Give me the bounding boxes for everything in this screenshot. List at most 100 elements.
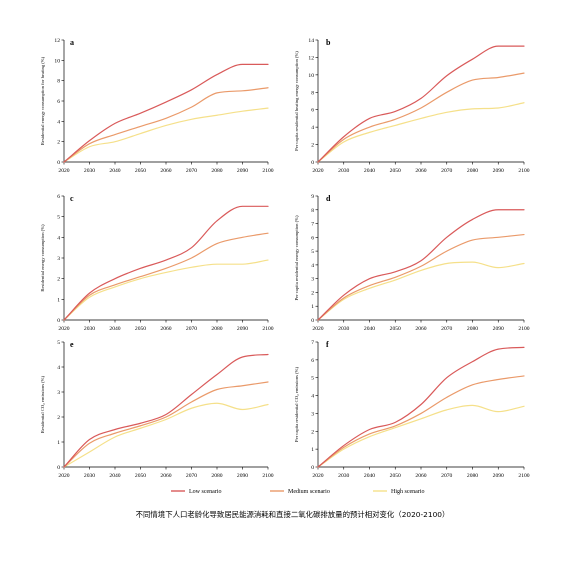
series-line-a-high: [63, 107, 269, 163]
x-tick-label-a: 2090: [237, 168, 248, 174]
y-tick-label-b: 4: [311, 125, 314, 131]
x-tick-label-c: 2050: [135, 326, 146, 332]
x-tick-label-d: 2100: [518, 326, 529, 332]
series-line-e-high: [63, 402, 269, 468]
y-tick-label-e: 2: [57, 415, 60, 421]
x-tick-label-e: 2030: [84, 473, 95, 479]
x-tick-label-f: 2020: [312, 473, 323, 479]
y-tick-label-d: 5: [311, 249, 314, 255]
x-tick-label-a: 2050: [135, 168, 146, 174]
x-tick-label-d: 2090: [493, 326, 504, 332]
x-tick-label-b: 2060: [415, 168, 426, 174]
y-tick-label-f: 1: [311, 447, 314, 453]
x-tick-label-e: 2080: [211, 473, 222, 479]
series-line-f-low: [317, 346, 525, 468]
x-tick-label-b: 2020: [312, 168, 323, 174]
x-tick-label-c: 2080: [211, 326, 222, 332]
x-tick-label-e: 2040: [109, 473, 120, 479]
x-tick-label-b: 2080: [467, 168, 478, 174]
x-tick-label-d: 2060: [415, 326, 426, 332]
series-line-e-low: [63, 353, 269, 468]
x-tick-label-f: 2090: [493, 473, 504, 479]
y-tick-label-d: 1: [311, 304, 314, 310]
y-tick-label-d: 7: [311, 222, 314, 228]
x-tick-label-f: 2060: [415, 473, 426, 479]
y-tick-label-e: 1: [57, 440, 60, 446]
x-tick-label-e: 2060: [160, 473, 171, 479]
y-tick-label-b: 2: [311, 143, 314, 149]
y-tick-label-d: 3: [311, 277, 314, 283]
series-line-d-low: [317, 209, 525, 321]
series-line-b-low: [317, 45, 525, 163]
x-tick-label-c: 2030: [84, 326, 95, 332]
x-tick-label-e: 2050: [135, 473, 146, 479]
y-tick-label-c: 0: [57, 318, 60, 324]
x-tick-label-b: 2030: [338, 168, 349, 174]
x-tick-label-c: 2090: [237, 326, 248, 332]
y-tick-label-d: 2: [311, 290, 314, 296]
x-tick-label-f: 2080: [467, 473, 478, 479]
y-tick-label-b: 14: [308, 38, 314, 44]
y-tick-label-d: 6: [311, 235, 314, 241]
x-tick-label-c: 2100: [262, 326, 273, 332]
series-line-a-medium: [63, 87, 269, 163]
y-tick-label-c: 2: [57, 277, 60, 283]
x-tick-label-f: 2050: [390, 473, 401, 479]
legend-label-medium: Medium scenario: [288, 489, 330, 495]
y-tick-label-a: 8: [57, 79, 60, 85]
y-axis-title-f: Per capita residential CO₂ emissions (%): [294, 367, 299, 442]
x-tick-label-a: 2070: [186, 168, 197, 174]
panel-letter-b: b: [326, 38, 331, 47]
x-tick-label-f: 2030: [338, 473, 349, 479]
y-axis-title-b: Per capita residential heating energy co…: [294, 51, 299, 151]
y-axis-title-a: Residential energy consumption for heati…: [40, 56, 45, 145]
y-tick-label-d: 8: [311, 208, 314, 214]
y-tick-label-b: 10: [308, 73, 314, 79]
y-tick-label-a: 0: [57, 160, 60, 166]
x-tick-label-c: 2070: [186, 326, 197, 332]
series-line-d-medium: [317, 233, 525, 321]
x-tick-label-e: 2070: [186, 473, 197, 479]
panel-letter-f: f: [326, 340, 329, 349]
x-tick-label-c: 2040: [109, 326, 120, 332]
x-tick-label-b: 2050: [390, 168, 401, 174]
x-tick-label-a: 2080: [211, 168, 222, 174]
y-tick-label-a: 10: [54, 58, 60, 64]
series-line-b-medium: [317, 72, 525, 163]
y-tick-label-c: 4: [57, 235, 60, 241]
y-tick-label-e: 5: [57, 340, 60, 346]
y-tick-label-e: 3: [57, 390, 60, 396]
x-tick-label-b: 2090: [493, 168, 504, 174]
x-tick-label-d: 2020: [312, 326, 323, 332]
y-tick-label-b: 6: [311, 108, 314, 114]
series-line-c-medium: [63, 232, 269, 321]
y-tick-label-a: 6: [57, 99, 60, 105]
x-tick-label-a: 2060: [160, 168, 171, 174]
y-tick-label-f: 6: [311, 358, 314, 364]
x-tick-label-f: 2100: [518, 473, 529, 479]
y-tick-label-f: 7: [311, 340, 314, 346]
legend-label-low: Low scenario: [189, 489, 222, 495]
series-line-a-low: [63, 63, 269, 163]
x-tick-label-d: 2080: [467, 326, 478, 332]
y-tick-label-b: 8: [311, 90, 314, 96]
panel-letter-d: d: [326, 194, 331, 203]
y-tick-label-e: 4: [57, 365, 60, 371]
x-tick-label-f: 2040: [364, 473, 375, 479]
x-tick-label-b: 2040: [364, 168, 375, 174]
x-tick-label-e: 2100: [262, 473, 273, 479]
x-tick-label-d: 2070: [441, 326, 452, 332]
y-tick-label-d: 0: [311, 318, 314, 324]
y-tick-label-e: 0: [57, 465, 60, 471]
series-line-d-high: [317, 261, 525, 321]
figure-caption: 不同情境下人口老龄化导致居民能源消耗和直接二氧化碳排放量的预计相对变化（2020…: [135, 510, 450, 519]
y-axis-title-e: Residential CO₂ emissions (%): [40, 375, 45, 433]
x-tick-label-a: 2100: [262, 168, 273, 174]
x-tick-label-a: 2030: [84, 168, 95, 174]
x-tick-label-d: 2050: [390, 326, 401, 332]
x-tick-label-b: 2070: [441, 168, 452, 174]
x-tick-label-e: 2020: [58, 473, 69, 479]
y-tick-label-b: 0: [311, 160, 314, 166]
series-line-c-high: [63, 259, 269, 321]
